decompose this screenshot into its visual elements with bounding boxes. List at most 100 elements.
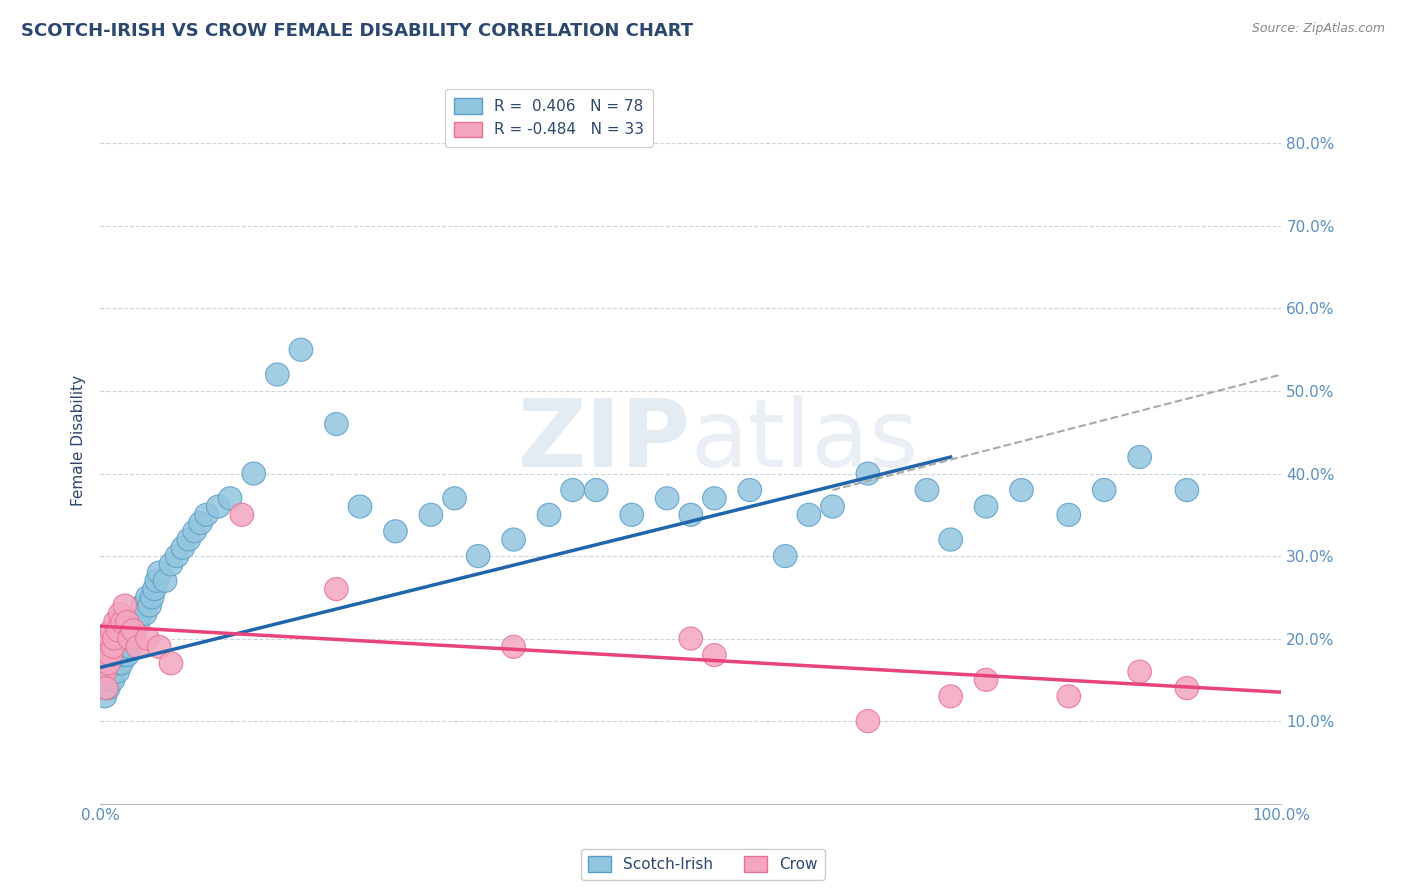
Ellipse shape	[127, 635, 150, 658]
Ellipse shape	[384, 520, 408, 543]
Ellipse shape	[131, 594, 155, 617]
Ellipse shape	[703, 487, 727, 510]
Ellipse shape	[856, 709, 880, 732]
Ellipse shape	[974, 495, 998, 518]
Ellipse shape	[121, 619, 145, 642]
Ellipse shape	[194, 503, 218, 526]
Ellipse shape	[112, 643, 136, 666]
Legend: Scotch-Irish, Crow: Scotch-Irish, Crow	[581, 848, 825, 880]
Ellipse shape	[121, 627, 145, 650]
Ellipse shape	[98, 627, 121, 650]
Ellipse shape	[108, 643, 132, 666]
Ellipse shape	[773, 544, 797, 567]
Ellipse shape	[148, 635, 172, 658]
Ellipse shape	[105, 660, 129, 683]
Ellipse shape	[290, 338, 312, 361]
Legend: R =  0.406   N = 78, R = -0.484   N = 33: R = 0.406 N = 78, R = -0.484 N = 33	[444, 88, 652, 146]
Ellipse shape	[118, 635, 142, 658]
Ellipse shape	[138, 594, 162, 617]
Ellipse shape	[1092, 478, 1116, 501]
Ellipse shape	[703, 643, 727, 666]
Ellipse shape	[183, 520, 207, 543]
Ellipse shape	[172, 536, 194, 559]
Ellipse shape	[502, 635, 526, 658]
Ellipse shape	[110, 652, 134, 675]
Ellipse shape	[655, 487, 679, 510]
Ellipse shape	[231, 503, 253, 526]
Ellipse shape	[94, 668, 118, 691]
Ellipse shape	[103, 627, 127, 650]
Ellipse shape	[114, 635, 138, 658]
Ellipse shape	[120, 627, 142, 650]
Ellipse shape	[135, 586, 159, 609]
Ellipse shape	[797, 503, 821, 526]
Ellipse shape	[101, 668, 125, 691]
Ellipse shape	[585, 478, 607, 501]
Ellipse shape	[96, 635, 120, 658]
Ellipse shape	[266, 363, 290, 386]
Ellipse shape	[165, 544, 188, 567]
Ellipse shape	[856, 462, 880, 485]
Ellipse shape	[128, 602, 152, 625]
Ellipse shape	[537, 503, 561, 526]
Ellipse shape	[111, 610, 135, 633]
Ellipse shape	[115, 643, 139, 666]
Ellipse shape	[1057, 503, 1081, 526]
Ellipse shape	[1128, 445, 1152, 468]
Ellipse shape	[118, 627, 142, 650]
Ellipse shape	[91, 676, 115, 699]
Ellipse shape	[120, 619, 143, 642]
Ellipse shape	[325, 412, 349, 435]
Ellipse shape	[738, 478, 762, 501]
Ellipse shape	[242, 462, 266, 485]
Ellipse shape	[974, 668, 998, 691]
Ellipse shape	[1057, 685, 1081, 708]
Ellipse shape	[98, 660, 122, 683]
Ellipse shape	[939, 528, 963, 551]
Ellipse shape	[94, 676, 118, 699]
Ellipse shape	[111, 643, 135, 666]
Ellipse shape	[142, 577, 166, 600]
Ellipse shape	[188, 511, 212, 534]
Ellipse shape	[104, 652, 128, 675]
Ellipse shape	[104, 610, 128, 633]
Ellipse shape	[159, 652, 183, 675]
Ellipse shape	[134, 602, 157, 625]
Ellipse shape	[93, 685, 117, 708]
Ellipse shape	[98, 668, 121, 691]
Ellipse shape	[115, 610, 139, 633]
Ellipse shape	[467, 544, 489, 567]
Ellipse shape	[145, 569, 169, 592]
Ellipse shape	[620, 503, 644, 526]
Ellipse shape	[915, 478, 939, 501]
Ellipse shape	[821, 495, 845, 518]
Ellipse shape	[105, 619, 129, 642]
Ellipse shape	[502, 528, 526, 551]
Ellipse shape	[1010, 478, 1033, 501]
Text: ZIP: ZIP	[517, 394, 690, 486]
Ellipse shape	[177, 528, 201, 551]
Ellipse shape	[122, 610, 146, 633]
Ellipse shape	[218, 487, 242, 510]
Ellipse shape	[1175, 478, 1199, 501]
Text: atlas: atlas	[690, 394, 920, 486]
Ellipse shape	[100, 619, 124, 642]
Ellipse shape	[349, 495, 371, 518]
Ellipse shape	[107, 652, 131, 675]
Ellipse shape	[148, 561, 172, 584]
Ellipse shape	[207, 495, 231, 518]
Ellipse shape	[443, 487, 467, 510]
Ellipse shape	[97, 676, 120, 699]
Ellipse shape	[97, 652, 120, 675]
Ellipse shape	[419, 503, 443, 526]
Ellipse shape	[105, 643, 128, 666]
Ellipse shape	[91, 643, 115, 666]
Ellipse shape	[127, 610, 150, 633]
Ellipse shape	[561, 478, 585, 501]
Ellipse shape	[135, 627, 159, 650]
Text: Source: ZipAtlas.com: Source: ZipAtlas.com	[1251, 22, 1385, 36]
Ellipse shape	[325, 577, 349, 600]
Ellipse shape	[153, 569, 177, 592]
Ellipse shape	[101, 635, 125, 658]
Ellipse shape	[96, 660, 120, 683]
